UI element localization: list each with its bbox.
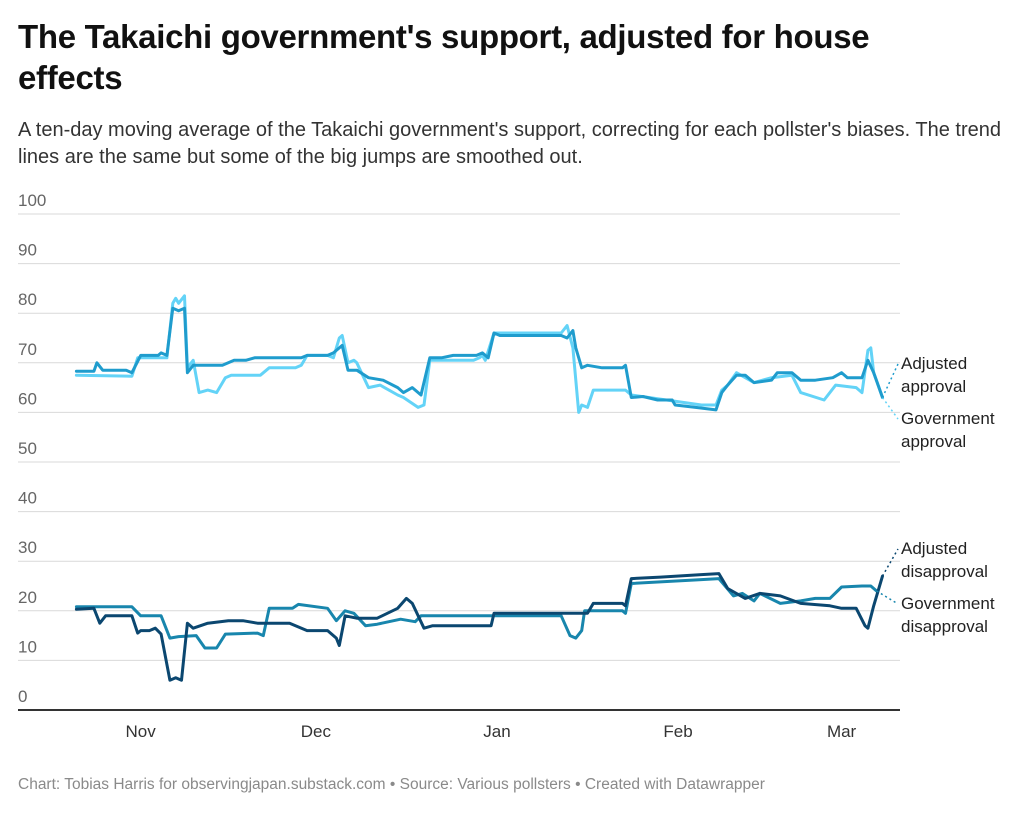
chart-subtitle: A ten-day moving average of the Takaichi… — [18, 119, 1001, 168]
footer-tool: Created with Datawrapper — [584, 776, 765, 793]
chart-title: The Takaichi government's support, adjus… — [18, 18, 870, 96]
y-tick-label: 80 — [18, 290, 37, 309]
y-tick-label: 20 — [18, 588, 37, 607]
footer-credit: Chart: Tobias Harris for observingjapan.… — [18, 776, 386, 793]
label-connector-adjusted-approval — [881, 363, 899, 398]
x-tick-label-feb: Feb — [663, 722, 692, 741]
label-connector-adjusted-disapproval — [881, 548, 899, 577]
footer-separator: • — [575, 776, 581, 793]
chart-footer: Chart: Tobias Harris for observingjapan.… — [18, 776, 765, 794]
series-line-government-disapproval — [74, 577, 879, 650]
y-tick-label: 30 — [18, 538, 37, 557]
y-tick-label: 40 — [18, 489, 37, 508]
series-label-government-approval: Government — [901, 409, 995, 428]
footer-separator: • — [389, 776, 396, 793]
series-line-adjusted-approval — [74, 306, 884, 412]
x-tick-label-mar: Mar — [827, 722, 857, 741]
series-label-adjusted-disapproval: disapproval — [901, 562, 988, 581]
gridlines — [18, 213, 900, 711]
label-connector-government-disapproval — [876, 590, 899, 605]
x-tick-label-dec: Dec — [301, 722, 332, 741]
series-label-adjusted-approval: Adjusted — [901, 354, 967, 373]
series-label-government-disapproval: Government — [901, 594, 995, 613]
x-tick-label-nov: Nov — [126, 722, 157, 741]
series-label-government-disapproval: disapproval — [901, 617, 988, 636]
label-connector-government-approval — [881, 397, 899, 420]
y-tick-label: 70 — [18, 340, 37, 359]
x-tick-label-jan: Jan — [483, 722, 510, 741]
y-tick-label: 60 — [18, 389, 37, 408]
footer-source: Source: Various pollsters — [399, 776, 571, 793]
series-labels: Government approval Adjusted approval Govern… — [876, 354, 995, 636]
y-tick-label: 90 — [18, 241, 37, 260]
series-lines — [74, 294, 884, 682]
series-label-adjusted-approval: approval — [901, 377, 966, 396]
y-tick-label: 10 — [18, 637, 37, 656]
series-line-adjusted-disapproval — [74, 572, 884, 682]
y-axis-ticks: 0 10 20 30 40 50 60 70 80 90 100 — [18, 191, 46, 706]
y-tick-label: 100 — [18, 191, 46, 210]
x-axis-ticks: Nov Dec Jan Feb Mar — [126, 722, 857, 741]
series-label-government-approval: approval — [901, 432, 966, 451]
series-label-adjusted-disapproval: Adjusted — [901, 539, 967, 558]
y-tick-label: 50 — [18, 439, 37, 458]
y-tick-label: 0 — [18, 687, 27, 706]
